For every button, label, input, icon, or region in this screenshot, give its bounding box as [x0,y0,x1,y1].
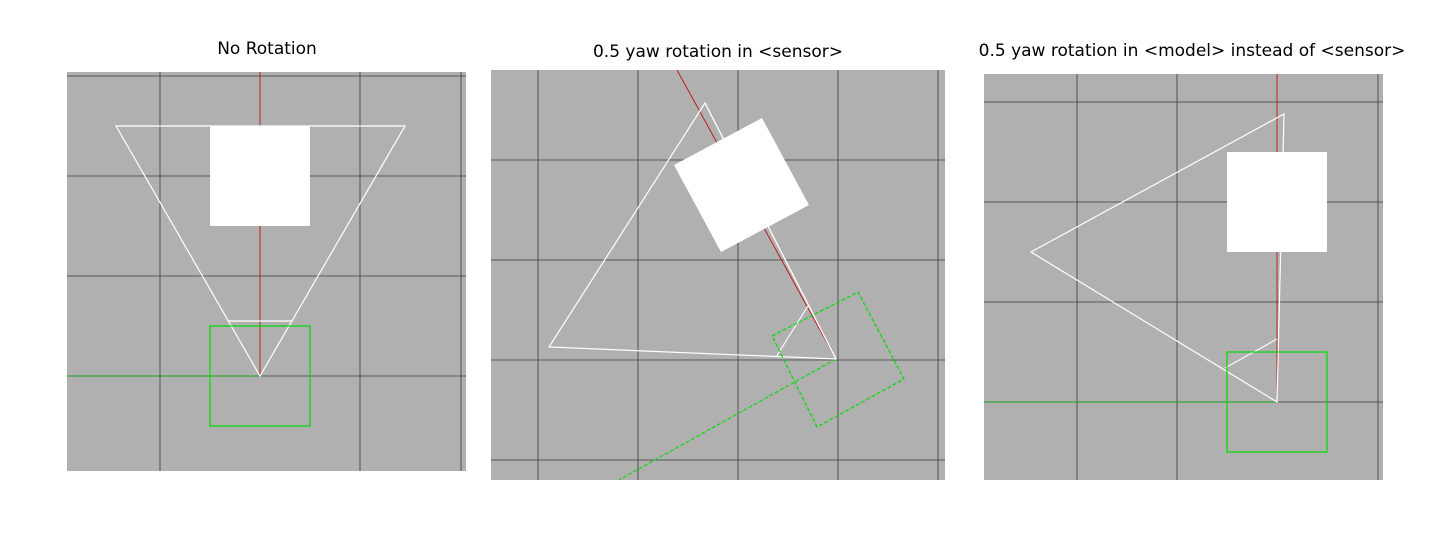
object-box-rotated [674,118,809,252]
panel-title-no-rotation: No Rotation [217,39,317,59]
sensor-near-plane-rotated [1224,338,1278,369]
sensor-cone-rotated [1029,112,1285,404]
viewport-sensor-yaw [491,70,945,480]
model-box-rotated [771,291,905,428]
grid [984,74,1383,480]
model-box [209,325,311,427]
sensor-cone-edge [704,102,837,360]
panel-title-model-yaw: 0.5 yaw rotation in <model> instead of <… [978,41,1406,61]
panel-title-sensor-yaw: 0.5 yaw rotation in <sensor> [592,42,844,62]
scene-sensor-yaw [491,70,945,480]
sensor-cone-rotated [547,101,838,360]
viewport-model-yaw [984,74,1383,480]
scene-no-rotation [67,72,466,471]
sensor-cone [114,125,407,378]
grid [491,70,945,480]
scene-model-yaw [984,74,1383,480]
viewport-no-rotation [67,72,466,471]
x-axis-rotated [618,358,837,480]
model-box [1226,351,1328,453]
sensor-near-plane-rotated [775,305,809,358]
object-box [1227,152,1327,252]
object-box [210,126,310,226]
